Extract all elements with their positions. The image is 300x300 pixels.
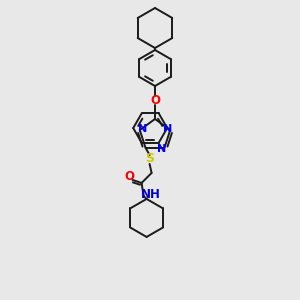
Text: N: N [138,124,147,134]
Text: O: O [150,94,160,106]
Text: NH: NH [141,188,160,201]
Text: O: O [124,170,135,183]
Text: N: N [163,124,172,134]
Text: S: S [145,152,154,165]
Text: N: N [157,144,166,154]
